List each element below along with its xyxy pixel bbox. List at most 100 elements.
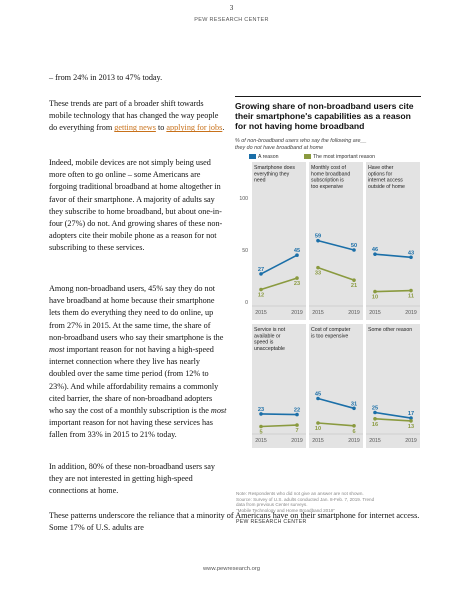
legend-a-reason: A reason (249, 154, 278, 160)
chart-note-line-2: Source: Survey of U.S. adults conducted … (236, 496, 375, 502)
panel-1-label-line-1: Smartphone does (254, 165, 295, 171)
applying-for-jobs-link[interactable]: applying for jobs (166, 123, 223, 133)
paragraph-3-emphasis-2: most (210, 406, 227, 416)
panel-5-x-tick-2019: 2019 (348, 438, 360, 444)
page-number: 3 (229, 4, 234, 12)
panel-1-the-most-important-reason-value-2019: 23 (294, 281, 300, 287)
body-text-top: – from 24% in 2013 to 47% today. (49, 72, 227, 84)
legend-most-important: The most important reason (304, 154, 375, 160)
panel-1-a-reason-value-2015: 27 (258, 267, 264, 273)
panel-1-the-most-important-reason-point-2015 (259, 287, 263, 292)
panel-3-a-reason-value-2019: 43 (408, 250, 414, 256)
chart-brand: PEW RESEARCH CENTER (236, 519, 307, 525)
panel-6-the-most-important-reason-point-2015 (373, 417, 377, 421)
footer-url: www.pewresearch.org (202, 566, 261, 572)
chart-note-line-4: "Mobile Technology and Home Broadband 20… (236, 507, 335, 513)
panel-6-x-tick-2015: 2015 (369, 438, 381, 444)
chart-top-rule (235, 96, 421, 97)
panel-4-a-reason-point-2019 (295, 412, 299, 417)
panel-4-the-most-important-reason-line (260, 424, 298, 428)
panel-1-x-tick-2019: 2019 (291, 310, 303, 316)
panel-1-a-reason-line (260, 254, 298, 275)
panel-3-label-line-2: options for (368, 171, 392, 177)
panel-2-label-line-4: too expensive (311, 184, 343, 190)
panel-6-the-most-important-reason-value-2019: 13 (408, 424, 414, 430)
y-tick-label-100: 100 (239, 196, 248, 202)
chart-title: Growing share of non-broadband users cit… (235, 101, 414, 131)
panel-3-a-reason-point-2019 (409, 255, 413, 260)
panel-6-label-line-1: Some other reason (368, 327, 412, 333)
paragraph-1-text-a: These trends are part of a broader shift… (49, 99, 219, 133)
panel-5-x-tick-2015: 2015 (312, 438, 324, 444)
panel-4-label-line-1: Service is not (254, 327, 286, 333)
y-tick-label-0: 0 (245, 300, 248, 306)
panel-6-a-reason-point-2015 (373, 410, 377, 415)
panel-2-x-tick-2019: 2019 (348, 310, 360, 316)
panel-4-the-most-important-reason-point-2019 (295, 423, 299, 427)
panel-3-the-most-important-reason-value-2019: 11 (408, 294, 414, 300)
panel-4-a-reason-line (260, 413, 298, 416)
panel-5-a-reason-value-2019: 31 (351, 401, 357, 407)
panel-2-the-most-important-reason-line (317, 266, 355, 281)
paragraph-5: These patterns underscore the reliance t… (49, 510, 421, 534)
panel-1-the-most-important-reason-line (260, 277, 298, 291)
panel-1-a-reason-point-2019 (295, 253, 299, 257)
chart-subtitle-line-2: they do not have broadband at home (235, 144, 324, 151)
panel-1-background (252, 162, 306, 320)
panel-5-the-most-important-reason-value-2015: 10 (315, 426, 321, 432)
page-header-org: PEW RESEARCH CENTER (194, 17, 269, 23)
panel-3-x-tick-2019: 2019 (405, 310, 417, 316)
panel-4-the-most-important-reason-value-2015: 5 (259, 430, 262, 436)
getting-news-link[interactable]: getting news (114, 123, 156, 133)
paragraph-2-text: Indeed, mobile devices are not simply be… (49, 158, 223, 253)
panel-6-background (366, 324, 420, 448)
legend-swatch-most-important (304, 154, 311, 159)
paragraph-5-text: These patterns underscore the reliance t… (49, 511, 420, 533)
paragraph-3-emphasis-1: most (49, 345, 65, 355)
panel-2-x-tick-2015: 2015 (312, 310, 324, 316)
paragraph-0: – from 24% in 2013 to 47% today. (49, 73, 163, 82)
panel-5-a-reason-point-2019 (352, 406, 356, 411)
panel-3-a-reason-line (374, 253, 412, 259)
panel-5-a-reason-line (317, 397, 355, 410)
panel-5-label-line-1: Cost of computer (311, 327, 351, 333)
panel-5-the-most-important-reason-value-2019: 6 (352, 429, 355, 435)
panel-6-a-reason-point-2019 (409, 416, 413, 420)
panel-4-label-line-4: unacceptable (254, 346, 285, 352)
panel-4-the-most-important-reason-value-2019: 7 (295, 428, 298, 434)
paragraph-2: Indeed, mobile devices are not simply be… (49, 157, 227, 255)
panel-3-the-most-important-reason-line (374, 289, 412, 293)
panel-3-the-most-important-reason-point-2019 (409, 288, 413, 293)
panel-6-the-most-important-reason-line (374, 418, 412, 422)
panel-3-the-most-important-reason-value-2015: 10 (372, 295, 378, 301)
panel-5-the-most-important-reason-point-2015 (316, 421, 320, 425)
panel-4-a-reason-point-2015 (259, 412, 263, 416)
chart-note: Note: Respondents who did not give an an… (236, 491, 422, 513)
chart-note-line-1: Note: Respondents who did not give an an… (236, 491, 364, 496)
panel-1-the-most-important-reason-point-2019 (295, 276, 299, 280)
panel-1-label-line-3: need (254, 178, 266, 184)
paragraph-4: In addition, 80% of these non-broadband … (49, 461, 227, 498)
panel-4-a-reason-value-2015: 23 (258, 407, 264, 413)
panel-1-a-reason-value-2019: 45 (294, 248, 300, 254)
panel-2-the-most-important-reason-point-2015 (316, 265, 320, 270)
panel-3-label-line-4: outside of home (368, 184, 405, 190)
panel-3-a-reason-value-2015: 46 (372, 247, 378, 253)
panel-2-a-reason-point-2019 (352, 248, 356, 252)
paragraph-1: These trends are part of a broader shift… (49, 98, 227, 135)
panel-2-label-line-1: Monthly cost of (311, 165, 346, 171)
panel-5-a-reason-value-2015: 45 (315, 392, 321, 398)
panel-2-label-line-3: subscription is (311, 178, 344, 184)
panel-6-a-reason-line (374, 411, 412, 419)
panel-4-label-line-2: available or (254, 333, 281, 339)
panel-4-a-reason-value-2019: 22 (294, 408, 300, 414)
chart-subtitle: % of non-broadband users who say the fol… (235, 138, 421, 151)
paragraph-1-text-c: . (222, 123, 225, 133)
panel-3-background (366, 162, 420, 320)
panel-1-a-reason-point-2015 (259, 272, 263, 276)
panel-5-a-reason-point-2015 (316, 396, 320, 401)
panel-2-the-most-important-reason-value-2019: 21 (351, 283, 357, 289)
panel-3-x-tick-2015: 2015 (369, 310, 381, 316)
panel-6-a-reason-value-2019: 17 (408, 411, 414, 417)
panel-2-the-most-important-reason-value-2015: 33 (315, 271, 321, 277)
